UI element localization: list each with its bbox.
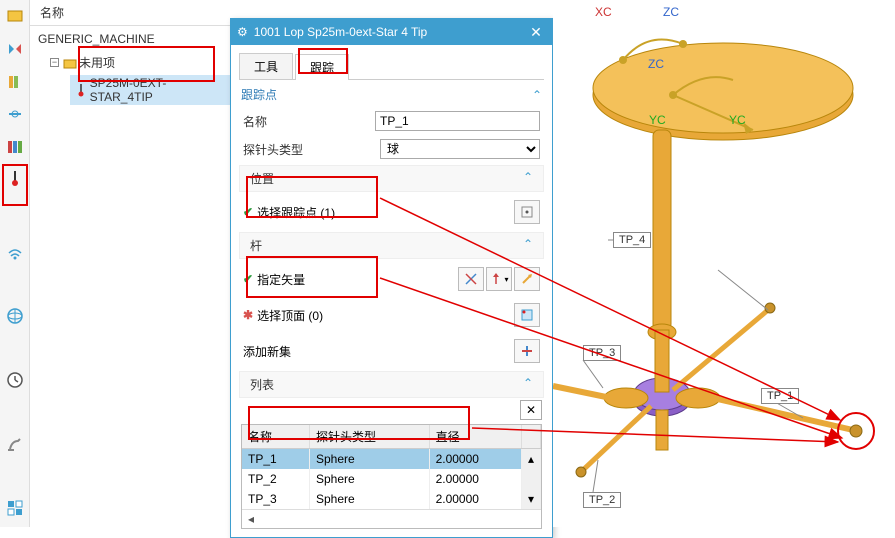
vector-btn-2[interactable]: ▾: [486, 267, 512, 291]
vertex-pick-button[interactable]: [514, 303, 540, 327]
toolbar-icon-grid[interactable]: [5, 498, 25, 518]
subsection-shaft[interactable]: 杆 ⌃: [239, 232, 544, 259]
tree-label-unused: 未用项: [79, 54, 115, 71]
position-label: 位置: [250, 170, 274, 187]
svg-text:ZC: ZC: [648, 57, 664, 71]
svg-text:YC: YC: [729, 113, 746, 127]
svg-text:XC: XC: [595, 5, 612, 19]
select-vertex-label: 选择顶面 (0): [257, 307, 323, 324]
delete-row-button[interactable]: ✕: [520, 400, 542, 420]
toolbar-icon-2[interactable]: [5, 40, 25, 60]
tree-node-selected[interactable]: SP25M-0EXT-STAR_4TIP: [30, 73, 230, 107]
svg-text:ZC: ZC: [663, 5, 679, 19]
tree-root[interactable]: GENERIC_MACHINE: [30, 26, 230, 52]
list-area: ✕ 名称 探针头类型 直径 TP_1 Sphere 2.00000 ▴: [241, 400, 542, 529]
name-input[interactable]: [375, 111, 540, 131]
chevron-up-icon[interactable]: ⌃: [523, 376, 533, 393]
chevron-up-icon[interactable]: ⌃: [532, 88, 542, 102]
row-spec-vector: ✔ 指定矢量 ▾: [231, 261, 552, 297]
probetype-select[interactable]: 球: [380, 139, 540, 159]
tree-header: 名称: [30, 0, 230, 26]
spec-vector-label: 指定矢量: [257, 271, 305, 288]
close-icon[interactable]: ✕: [526, 24, 546, 41]
row-probetype: 探针头类型 球: [231, 135, 552, 163]
col-type: 探针头类型: [309, 425, 429, 449]
label-tp1: TP_1: [761, 388, 799, 404]
col-dia: 直径: [429, 425, 521, 449]
tree-panel: 名称 GENERIC_MACHINE − 未用项 SP25M-0EXT-STAR…: [30, 0, 230, 527]
toolbar-icon-books[interactable]: [5, 136, 25, 156]
row-name: 名称: [231, 107, 552, 135]
svg-text:YC: YC: [649, 113, 666, 127]
table-scroll-left[interactable]: ◂: [242, 509, 541, 528]
tab-track[interactable]: 跟踪: [295, 54, 349, 80]
probe-3d-icon: XC ZC ZC YC YC: [553, 0, 895, 527]
section-trackpoint[interactable]: 跟踪点 ⌃: [231, 80, 552, 107]
toolbar-icon-1[interactable]: [5, 8, 25, 28]
dialog: ⚙ 1001 Lop Sp25m-0ext-Star 4 Tip ✕ 工具 跟踪…: [230, 18, 553, 538]
left-toolbar: [0, 0, 30, 527]
subsection-position[interactable]: 位置 ⌃: [239, 165, 544, 192]
tree-label-selected: SP25M-0EXT-STAR_4TIP: [90, 76, 226, 104]
probetype-label: 探针头类型: [243, 141, 343, 158]
collapse-icon[interactable]: −: [50, 58, 59, 67]
check-icon: ✔: [243, 272, 253, 286]
add-set-button[interactable]: [514, 339, 540, 363]
toolbar-icon-4[interactable]: [5, 104, 25, 124]
toolbar-icon-clock[interactable]: [5, 370, 25, 390]
table-row[interactable]: TP_1 Sphere 2.00000 ▴: [242, 449, 541, 470]
toolbar-icon-globe[interactable]: [5, 306, 25, 326]
chevron-up-icon[interactable]: ⌃: [523, 237, 533, 254]
row-select-vertex: ✱ 选择顶面 (0): [231, 297, 552, 333]
trackpoint-table[interactable]: 名称 探针头类型 直径 TP_1 Sphere 2.00000 ▴ TP_2 S…: [242, 425, 541, 509]
subsection-list[interactable]: 列表 ⌃: [239, 371, 544, 398]
label-tp4: TP_4: [613, 232, 651, 248]
check-icon: ✔: [243, 205, 253, 219]
toolbar-icon-3[interactable]: [5, 72, 25, 92]
toolbar-icon-arm[interactable]: [5, 434, 25, 454]
vector-btn-1[interactable]: [458, 267, 484, 291]
name-label: 名称: [243, 113, 343, 130]
viewport-3d[interactable]: XC ZC ZC YC YC TP_4 TP_3: [553, 0, 895, 527]
toolbar-icon-wifi[interactable]: [5, 242, 25, 262]
asterisk-icon: ✱: [243, 308, 253, 322]
select-trackpoint-label: 选择跟踪点 (1): [257, 204, 335, 221]
pick-point-button[interactable]: [514, 200, 540, 224]
table-row[interactable]: TP_2 Sphere 2.00000: [242, 469, 541, 489]
tab-tool[interactable]: 工具: [239, 53, 293, 79]
row-add-set: 添加新集: [231, 333, 552, 369]
label-tp2: TP_2: [583, 492, 621, 508]
list-label: 列表: [250, 376, 274, 393]
add-set-label: 添加新集: [243, 343, 291, 360]
row-select-trackpoint: ✔ 选择跟踪点 (1): [231, 194, 552, 230]
section-title: 跟踪点: [241, 86, 277, 103]
dialog-titlebar[interactable]: ⚙ 1001 Lop Sp25m-0ext-Star 4 Tip ✕: [231, 19, 552, 45]
shaft-label: 杆: [250, 237, 262, 254]
chevron-up-icon[interactable]: ⌃: [523, 170, 533, 187]
toolbar-icon-probe[interactable]: [5, 168, 25, 188]
folder-icon: [63, 56, 77, 70]
gear-icon: ⚙: [237, 25, 248, 39]
label-tp3: TP_3: [583, 345, 621, 361]
vector-btn-3[interactable]: [514, 267, 540, 291]
tabs: 工具 跟踪: [239, 53, 544, 80]
col-name: 名称: [242, 425, 309, 449]
dialog-title: 1001 Lop Sp25m-0ext-Star 4 Tip: [254, 25, 526, 39]
probe-icon: [74, 83, 88, 97]
tree-node-unused[interactable]: − 未用项: [30, 52, 230, 73]
table-row[interactable]: TP_3 Sphere 2.00000 ▾: [242, 489, 541, 509]
